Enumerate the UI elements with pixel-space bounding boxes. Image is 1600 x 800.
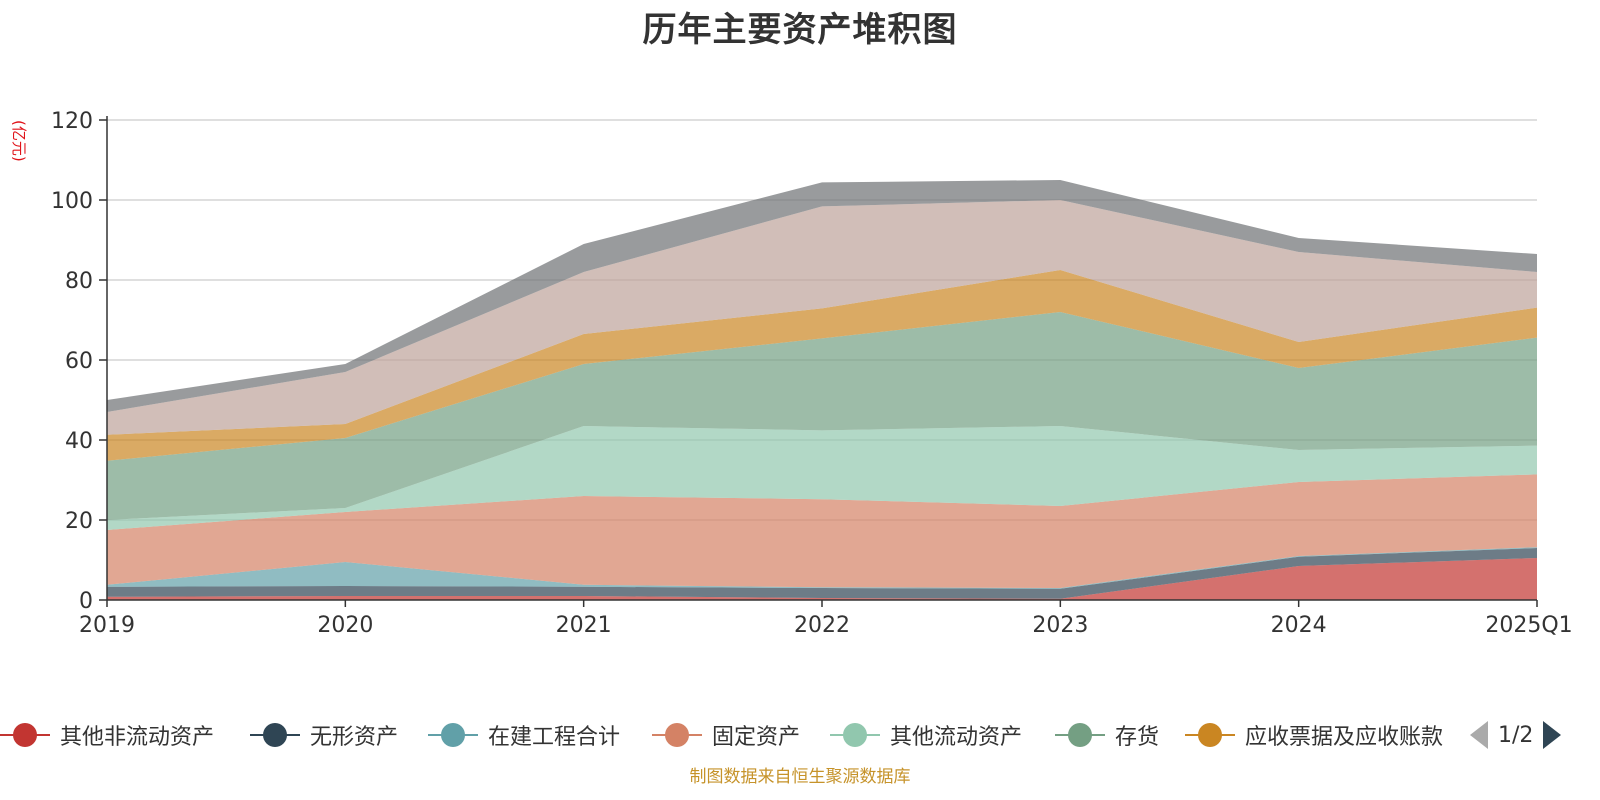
y-tick-label: 60 [65,349,93,374]
legend-label: 其他非流动资产 [60,725,215,750]
legend-item[interactable]: 其他流动资产 [830,717,1022,753]
legend-marker-icon [652,717,702,753]
legend-marker-icon [1055,717,1105,753]
y-tick-label: 0 [79,589,93,614]
legend-pager: 1/2 [1470,717,1562,753]
x-tick-label: 2019 [79,613,135,638]
legend-label: 在建工程合计 [488,725,621,750]
area-series-7 [107,270,1537,461]
legend-item[interactable]: 固定资产 [652,717,800,753]
legend-item[interactable]: 存货 [1055,717,1159,753]
y-tick-label: 80 [65,269,93,294]
axes [99,116,1538,607]
area-series-2 [107,548,1537,599]
area-series [107,180,1537,600]
area-series-4 [107,474,1537,588]
x-tick-label: 2023 [1032,613,1088,638]
x-tick-label: 2021 [556,613,612,638]
x-tick-label: 2022 [794,613,850,638]
legend-item[interactable]: 在建工程合计 [428,717,620,753]
legend-label: 固定资产 [712,725,801,750]
legend-label: 其他流动资产 [890,725,1023,750]
legend-marker-icon [250,717,300,753]
x-tick-label: 2024 [1271,613,1327,638]
y-tick-label: 20 [65,509,93,534]
area-series-5 [107,426,1537,530]
data-source-note: 制图数据来自恒生聚源数据库 [689,767,911,787]
area-series-1 [107,558,1537,600]
legend-label: 无形资产 [310,725,399,750]
area-series-8 [107,200,1537,435]
legend-item[interactable]: 其他非流动资产 [0,717,214,753]
legend: 其他非流动资产 无形资产 在建工程合计 固定资产 其他流动资产 存货 应收票据及应收账款 [0,717,1600,753]
y-tick-label: 40 [65,429,93,454]
y-tick-labels: 0 20 40 60 80 100 120 [51,109,93,614]
legend-marker-icon [0,717,50,753]
y-tick-label: 100 [51,189,93,214]
area-series-6 [107,312,1537,520]
y-tick-label: 120 [51,109,93,134]
prev-page-icon[interactable] [1470,721,1488,749]
legend-page-indicator: 1/2 [1498,722,1534,748]
next-page-icon[interactable] [1543,721,1562,749]
x-tick-label: 2020 [317,613,373,638]
legend-item[interactable]: 无形资产 [250,717,398,753]
legend-item[interactable]: 应收票据及应收账款 [1185,717,1443,753]
legend-marker-icon [1185,717,1235,753]
legend-marker-icon [830,717,880,753]
x-tick-labels: 2019 2020 2021 2022 2023 2024 2025Q1 [79,613,1573,638]
legend-label: 存货 [1115,725,1160,750]
legend-label: 应收票据及应收账款 [1245,725,1444,750]
legend-marker-icon [428,717,478,753]
chart-title: 历年主要资产堆积图 [642,10,958,50]
stacked-area-chart: 0 20 40 60 80 100 120 2019 2020 2021 2022 2023 2024… [51,109,1573,638]
area-series-3 [107,547,1537,589]
x-tick-label: 2025Q1 [1485,613,1572,638]
